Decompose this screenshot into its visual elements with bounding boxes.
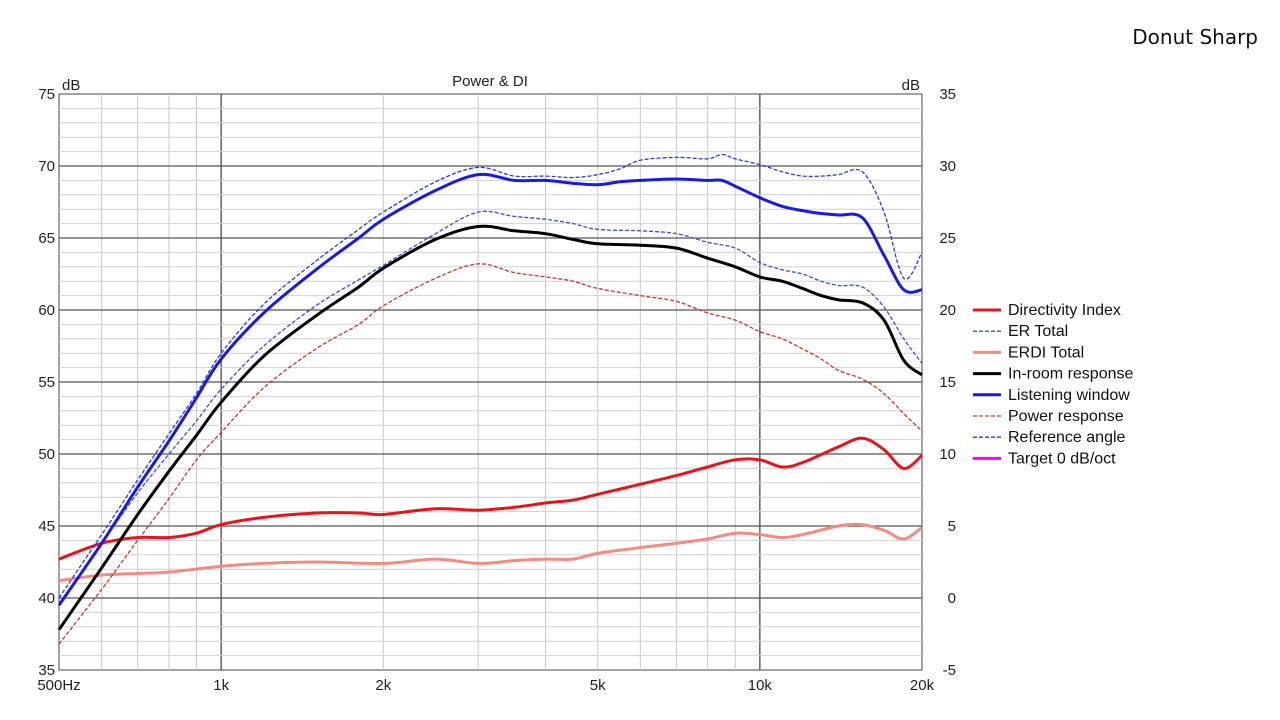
legend-label: Target 0 dB/oct <box>1008 450 1116 467</box>
x-tick-label: 20k <box>910 677 935 694</box>
right-y-tick-label: 35 <box>939 86 956 103</box>
legend-label: In-room response <box>1008 366 1133 383</box>
left-y-tick-label: 65 <box>38 230 55 247</box>
left-y-tick-label: 40 <box>38 590 55 607</box>
series-line-listening-window <box>57 172 923 607</box>
right-y-tick-label: 20 <box>939 302 956 319</box>
right-y-tick-label: 15 <box>939 374 956 391</box>
x-tick-label: 5k <box>590 677 606 694</box>
x-tick-label: 10k <box>748 677 773 694</box>
right-y-tick-label: 0 <box>948 590 956 607</box>
left-axis-unit: dB <box>62 77 80 94</box>
legend-label: Reference angle <box>1008 429 1126 446</box>
tick-labels: 500Hz 1k 2k 5k 10k 20k 35 40 45 50 55 60 65 70 75 -5 0 5 1… <box>37 86 956 694</box>
left-y-tick-label: 50 <box>38 446 55 463</box>
x-tick-label: 2k <box>375 677 391 694</box>
right-y-tick-label: -5 <box>943 662 956 679</box>
right-axis-unit: dB <box>902 77 920 94</box>
x-tick-label: 500Hz <box>37 677 80 694</box>
legend-label: ER Total <box>1008 323 1068 340</box>
legend-label: ERDI Total <box>1008 344 1084 361</box>
x-tick-label: 1k <box>213 677 229 694</box>
right-y-tick-label: 25 <box>939 230 956 247</box>
left-y-tick-label: 55 <box>38 374 55 391</box>
page-title: Donut Sharp <box>1132 25 1258 49</box>
series-lines <box>57 153 923 645</box>
left-y-tick-label: 70 <box>38 158 55 175</box>
series-line-erdi-total <box>58 522 923 583</box>
chart-title: Power & DI <box>452 73 528 90</box>
grid <box>59 94 922 670</box>
left-y-tick-label: 35 <box>38 662 55 679</box>
right-y-tick-label: 10 <box>939 446 956 463</box>
legend-label: Directivity Index <box>1008 302 1121 319</box>
series-line-er-total <box>58 210 923 605</box>
series-line-in-room-response <box>57 224 923 631</box>
series-line-reference-angle <box>58 153 923 599</box>
left-y-tick-label: 75 <box>38 86 55 103</box>
legend-label: Power response <box>1008 408 1124 425</box>
right-y-tick-label: 30 <box>939 158 956 175</box>
left-y-tick-label: 60 <box>38 302 55 319</box>
legend-label: Listening window <box>1008 387 1130 404</box>
series-line-directivity-index <box>58 436 923 561</box>
right-y-tick-label: 5 <box>948 518 956 535</box>
series-line-power-response <box>58 263 923 645</box>
legend: Directivity Index ER Total ERDI Total In-ro… <box>973 302 1133 467</box>
left-y-tick-label: 45 <box>38 518 55 535</box>
